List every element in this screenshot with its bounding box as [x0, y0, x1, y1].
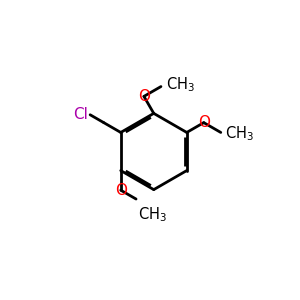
Text: O: O	[115, 183, 127, 198]
Text: Cl: Cl	[73, 107, 88, 122]
Text: O: O	[198, 115, 210, 130]
Text: CH$_3$: CH$_3$	[225, 124, 254, 143]
Text: CH$_3$: CH$_3$	[166, 75, 194, 94]
Text: CH$_3$: CH$_3$	[138, 205, 167, 224]
Text: O: O	[138, 89, 150, 104]
